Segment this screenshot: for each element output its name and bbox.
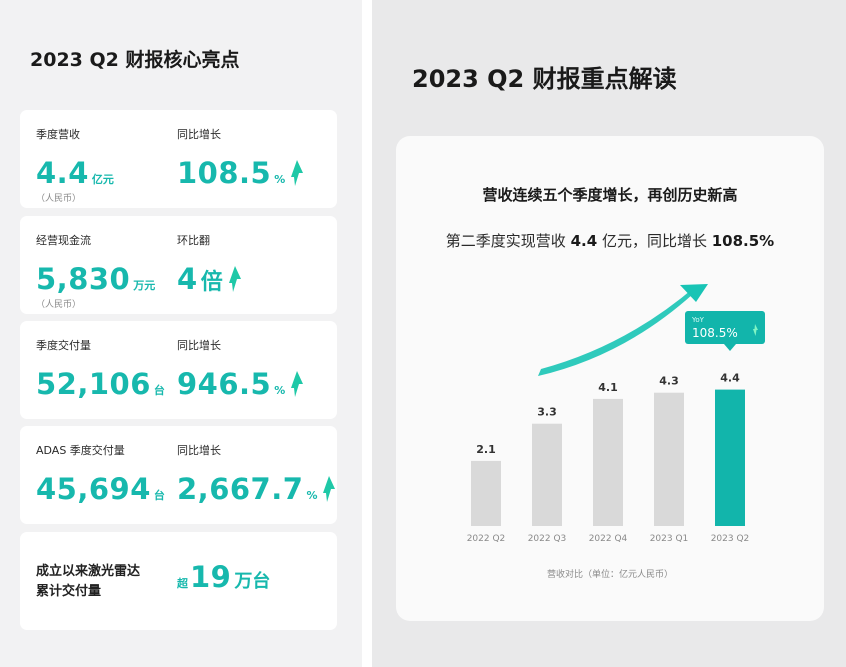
- cashflow-cell: 经营现金流 5,830 万元 （人民币）: [36, 232, 155, 310]
- revenue-label: 季度营收: [36, 128, 80, 141]
- metric-card-deliveries: 季度交付量 52,106 台 同比增长 946.5 %: [20, 321, 337, 419]
- category-label-3: 2023 Q1: [650, 534, 689, 544]
- deliveries-value-row: 52,106 台: [36, 367, 165, 401]
- cashflow-value-row: 5,830 万元: [36, 262, 155, 296]
- lidar-prefix: 超: [177, 577, 188, 590]
- left-panel: 2023 Q2 财报核心亮点 季度营收 4.4 亿元 （人民币） 同比增长 10…: [0, 0, 362, 667]
- bar-value-label-1: 3.3: [537, 406, 557, 419]
- cashflow-growth-row: 4 倍: [177, 262, 241, 296]
- bar-value-label-0: 2.1: [476, 443, 496, 456]
- bar-3: [654, 392, 684, 526]
- chart-card: 营收连续五个季度增长，再创历史新高 第二季度实现营收 4.4 亿元，同比增长 1…: [396, 136, 824, 621]
- growth-swoosh: [538, 286, 696, 376]
- lidar-unit: 万台: [234, 571, 271, 592]
- revenue-growth-row: 108.5 %: [177, 156, 304, 190]
- callout-value: 108.5%: [692, 326, 738, 340]
- adas-value: 45,694: [36, 472, 151, 506]
- chart-caption: 营收对比（单位：亿元人民币）: [547, 568, 673, 580]
- metric-card-lidar: 成立以来激光雷达 累计交付量 超 19 万台: [20, 532, 337, 630]
- cashflow-currency-note: （人民币）: [36, 300, 82, 310]
- cashflow-growth-label: 环比翻: [177, 234, 210, 247]
- lidar-label-cell: 成立以来激光雷达 累计交付量: [36, 562, 140, 602]
- callout-box: [685, 311, 765, 344]
- up-arrow-icon: [291, 160, 304, 186]
- lidar-value-row: 超 19 万台: [177, 560, 270, 594]
- chart-sub-mid: 亿元，同比增长: [601, 232, 707, 250]
- revenue-unit: 亿元: [91, 173, 114, 186]
- revenue-growth-value: 108.5: [177, 156, 272, 190]
- adas-growth-cell: 同比增长 2,667.7 %: [177, 442, 336, 506]
- adas-growth-value: 2,667.7: [177, 472, 304, 506]
- callout-up-arrow-icon: [753, 324, 758, 336]
- deliveries-growth-value: 946.5: [177, 367, 272, 401]
- deliveries-growth-unit: %: [274, 384, 286, 397]
- category-label-0: 2022 Q2: [467, 534, 506, 544]
- growth-arrowhead-icon: [680, 284, 708, 302]
- callout-pointer: [724, 344, 736, 351]
- revenue-value-row: 4.4 亿元: [36, 156, 114, 190]
- deliveries-unit: 台: [153, 384, 165, 397]
- left-title: 2023 Q2 财报核心亮点: [30, 49, 240, 71]
- cashflow-value: 5,830: [36, 262, 131, 296]
- bar-value-label-2: 4.1: [598, 381, 618, 394]
- panel-divider: [362, 0, 372, 667]
- bar-0: [471, 460, 501, 526]
- lidar-label-line2: 累计交付量: [36, 584, 102, 599]
- adas-growth-unit: %: [306, 489, 318, 502]
- chart-sub-revenue: 4.4: [570, 232, 598, 250]
- lidar-value: 19: [190, 560, 232, 594]
- deliveries-growth-label: 同比增长: [177, 339, 221, 352]
- adas-growth-row: 2,667.7 %: [177, 472, 336, 506]
- chart-subheadline: 第二季度实现营收 4.4 亿元，同比增长 108.5%: [396, 230, 824, 251]
- chart-headline: 营收连续五个季度增长，再创历史新高: [482, 186, 738, 204]
- metric-card-cashflow: 经营现金流 5,830 万元 （人民币） 环比翻 4 倍: [20, 216, 337, 314]
- category-label-2: 2022 Q4: [589, 534, 628, 544]
- deliveries-value: 52,106: [36, 367, 151, 401]
- cashflow-growth-value: 4: [177, 262, 198, 296]
- metric-card-revenue: 季度营收 4.4 亿元 （人民币） 同比增长 108.5 %: [20, 110, 337, 208]
- callout-label: YoY: [691, 316, 705, 324]
- chart-sub-prefix: 第二季度实现营收: [445, 232, 566, 250]
- category-label-1: 2022 Q3: [528, 534, 567, 544]
- revenue-growth-label: 同比增长: [177, 128, 221, 141]
- bar-value-label-4: 4.4: [720, 372, 740, 385]
- deliveries-growth-row: 946.5 %: [177, 367, 304, 401]
- revenue-growth-cell: 同比增长 108.5 %: [177, 126, 304, 190]
- lidar-label-line1: 成立以来激光雷达: [36, 564, 141, 579]
- metric-card-adas: ADAS 季度交付量 45,694 台 同比增长 2,667.7 %: [20, 426, 337, 524]
- revenue-bar-chart: 2.1 2022 Q2 3.3 2022 Q3 4.1 2022 Q4 4.3 2023 Q1…: [467, 284, 765, 580]
- bar-4: [715, 389, 745, 526]
- adas-growth-label: 同比增长: [177, 444, 221, 457]
- adas-value-row: 45,694 台: [36, 472, 165, 506]
- up-arrow-icon: [323, 476, 336, 502]
- cashflow-growth-unit: 倍: [200, 270, 223, 295]
- revenue-currency-note: （人民币）: [36, 194, 82, 204]
- deliveries-label: 季度交付量: [36, 339, 91, 352]
- bar-2: [593, 398, 623, 526]
- bar-1: [532, 423, 562, 526]
- revenue-value: 4.4: [36, 156, 89, 190]
- lidar-value-cell: 超 19 万台: [177, 560, 270, 594]
- bar-value-label-3: 4.3: [659, 375, 679, 388]
- deliveries-growth-cell: 同比增长 946.5 %: [177, 337, 304, 401]
- revenue-growth-unit: %: [274, 173, 286, 186]
- deliveries-cell: 季度交付量 52,106 台: [36, 337, 165, 401]
- cashflow-growth-cell: 环比翻 4 倍: [177, 232, 241, 296]
- up-arrow-icon: [291, 371, 304, 397]
- cashflow-unit: 万元: [133, 279, 156, 292]
- adas-cell: ADAS 季度交付量 45,694 台: [36, 442, 165, 506]
- right-panel: 2023 Q2 财报重点解读 营收连续五个季度增长，再创历史新高 第二季度实现营…: [372, 0, 846, 667]
- right-title: 2023 Q2 财报重点解读: [412, 65, 677, 93]
- category-label-4: 2023 Q2: [711, 534, 750, 544]
- revenue-cell: 季度营收 4.4 亿元 （人民币）: [36, 126, 114, 204]
- adas-label: ADAS 季度交付量: [36, 444, 125, 457]
- up-arrow-icon: [228, 266, 241, 292]
- chart-sub-growth: 108.5%: [711, 232, 775, 250]
- adas-unit: 台: [153, 489, 165, 502]
- cashflow-label: 经营现金流: [36, 234, 91, 247]
